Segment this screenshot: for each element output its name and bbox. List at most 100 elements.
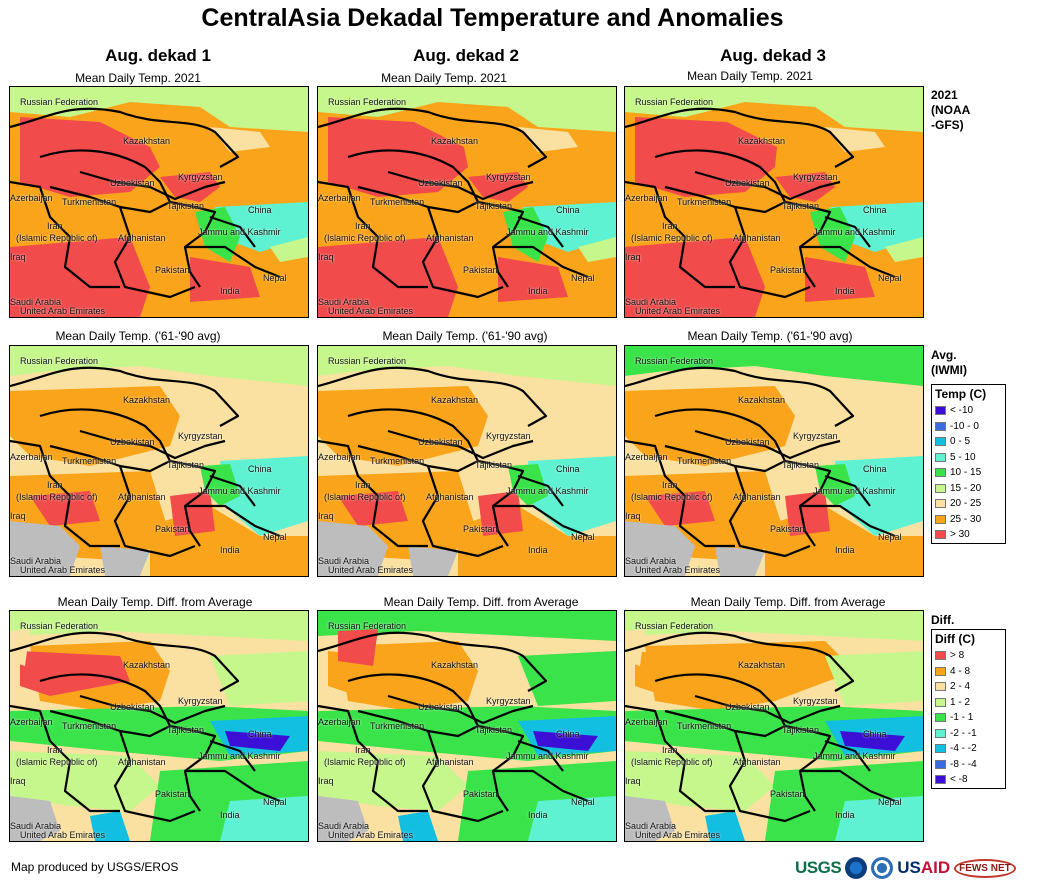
place-label: Nepal — [878, 797, 902, 807]
map-difference-dekad-2: Russian Federation Kazakhstan Uzbekistan Ky… — [317, 610, 617, 842]
place-label: Nepal — [571, 797, 595, 807]
legend-label: -4 - -2 — [950, 743, 977, 755]
legend-label: > 30 — [950, 529, 970, 541]
place-label: Saudi Arabia — [10, 297, 62, 307]
place-label: (Islamic Republic of) — [16, 233, 98, 243]
place-label: China — [556, 205, 580, 215]
usaid-logo: USAID — [897, 858, 951, 877]
place-label: Tajikistan — [167, 201, 205, 211]
page-title: CentralAsia Dekadal Temperature and Anom… — [201, 4, 784, 32]
place-label: Saudi Arabia — [625, 556, 677, 566]
map-raster — [625, 87, 923, 317]
map-raster — [625, 611, 923, 841]
legend-label: < -10 — [950, 405, 974, 417]
diff-legend-item: -2 - -1 — [932, 726, 1005, 742]
place-label: Russian Federation — [20, 621, 99, 631]
temp-legend-item: 10 - 15 — [932, 465, 1005, 481]
panel-title: Mean Daily Temp. ('61-'90 avg) — [382, 329, 548, 343]
place-label: Kazakhstan — [123, 136, 171, 146]
map-difference-dekad-1: Russian Federation Kazakhstan Uzbekistan Ky… — [9, 610, 309, 842]
legend-swatch — [935, 697, 946, 707]
place-label: Jammu and Kashmir — [506, 227, 589, 237]
place-label: Saudi Arabia — [318, 297, 370, 307]
place-label: (Islamic Republic of) — [631, 492, 713, 502]
legend-label: 2 - 4 — [950, 681, 971, 693]
place-label: Kyrgyzstan — [486, 696, 531, 706]
place-label: Kazakhstan — [431, 395, 479, 405]
column-header-dekad-3: Aug. dekad 3 — [720, 46, 826, 65]
map-difference-dekad-3: Russian Federation Kazakhstan Uzbekistan Ky… — [624, 610, 924, 842]
map-raster — [10, 346, 308, 576]
place-label: Azerbaijan — [625, 193, 668, 203]
diff-legend-item: 2 - 4 — [932, 679, 1005, 695]
place-label: Russian Federation — [328, 97, 407, 107]
place-label: Afghanistan — [426, 492, 474, 502]
temp-legend-item: 25 - 30 — [932, 512, 1005, 528]
place-label: China — [248, 729, 272, 739]
place-label: Uzbekistan — [110, 178, 155, 188]
map-average-dekad-2: Russian Federation Kazakhstan Uzbekistan Ky… — [317, 345, 617, 577]
temp-legend-item: 20 - 25 — [932, 496, 1005, 512]
place-label: Iraq — [318, 776, 334, 786]
place-label: Pakistan — [155, 265, 190, 275]
legend-label: 0 - 5 — [950, 436, 971, 448]
place-label: Uzbekistan — [725, 178, 770, 188]
legend-swatch — [935, 759, 946, 769]
diff-legend-item: -8 - -4 — [932, 757, 1005, 773]
place-label: Nepal — [571, 532, 595, 542]
logo-strip: USGS USAID FEWS NET — [795, 854, 1016, 882]
map-raster — [625, 346, 923, 576]
place-label: China — [248, 464, 272, 474]
legend-label: > 8 — [950, 650, 965, 662]
legend-swatch — [935, 666, 946, 676]
side-header-average: Avg. (IWMI) — [931, 348, 967, 377]
place-label: China — [248, 205, 272, 215]
temp-legend-item: 15 - 20 — [932, 481, 1005, 497]
side-header-2021: 2021 (NOAA -GFS) — [931, 88, 971, 132]
place-label: United Arab Emirates — [20, 565, 106, 575]
place-label: United Arab Emirates — [328, 830, 414, 840]
place-label: Iran — [47, 221, 63, 231]
legend-label: 10 - 15 — [950, 467, 982, 479]
place-label: Russian Federation — [635, 97, 714, 107]
place-label: Tajikistan — [475, 201, 513, 211]
place-label: Iraq — [318, 252, 334, 262]
place-label: Uzbekistan — [725, 437, 770, 447]
place-label: India — [528, 810, 548, 820]
place-label: Turkmenistan — [677, 197, 732, 207]
place-label: United Arab Emirates — [20, 306, 106, 316]
legend-label: -8 - -4 — [950, 758, 977, 770]
place-label: Azerbaijan — [318, 193, 361, 203]
temp-legend-item: 5 - 10 — [932, 450, 1005, 466]
place-label: Turkmenistan — [370, 197, 425, 207]
map-2021-dekad-3: Russian Federation Kazakhstan Uzbekistan Ky… — [624, 86, 924, 318]
map-average-dekad-3: Russian Federation Kazakhstan Uzbekistan Ky… — [624, 345, 924, 577]
place-label: (Islamic Republic of) — [631, 757, 713, 767]
place-label: Afghanistan — [426, 233, 474, 243]
place-label: Tajikistan — [167, 460, 205, 470]
column-header-dekad-2: Aug. dekad 2 — [413, 46, 519, 65]
legend-swatch — [935, 744, 946, 754]
temp-legend-item: < -10 — [932, 403, 1005, 419]
place-label: Uzbekistan — [725, 702, 770, 712]
place-label: Azerbaijan — [625, 717, 668, 727]
place-label: India — [220, 286, 240, 296]
temp-legend-item: > 30 — [932, 527, 1005, 543]
place-label: Uzbekistan — [418, 178, 463, 188]
side-header-difference: Diff. — [931, 613, 955, 627]
place-label: Kazakhstan — [738, 395, 786, 405]
place-label: Tajikistan — [782, 725, 820, 735]
place-label: Uzbekistan — [110, 437, 155, 447]
panel-title: Mean Daily Temp. Diff. from Average — [690, 595, 886, 609]
temp-legend-item: -10 - 0 — [932, 419, 1005, 435]
place-label: United Arab Emirates — [635, 306, 721, 316]
place-label: Afghanistan — [733, 233, 781, 243]
panel-title: Mean Daily Temp. 2021 — [381, 71, 507, 85]
place-label: Saudi Arabia — [625, 297, 677, 307]
place-label: Saudi Arabia — [625, 821, 677, 831]
place-label: (Islamic Republic of) — [324, 757, 406, 767]
legend-label: -1 - 1 — [950, 712, 974, 724]
place-label: Afghanistan — [733, 757, 781, 767]
place-label: Iraq — [10, 252, 26, 262]
map-raster — [318, 346, 616, 576]
